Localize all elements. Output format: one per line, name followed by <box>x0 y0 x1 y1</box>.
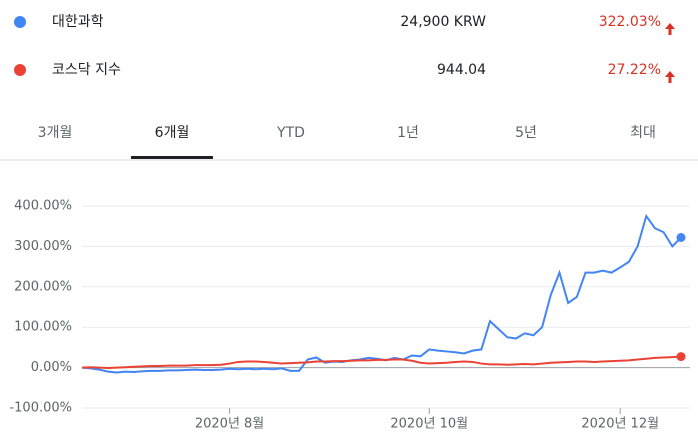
y-tick-label: 100.00% <box>14 320 72 335</box>
tab[interactable]: 3개월 <box>38 125 73 141</box>
series-line <box>81 213 682 374</box>
y-tick-label: -100.00% <box>9 401 72 416</box>
x-tick-label: 2020년 12월 <box>581 417 659 432</box>
y-tick-label: 400.00% <box>14 199 72 214</box>
tab[interactable]: 6개월 <box>155 125 190 141</box>
up-arrow <box>665 71 675 83</box>
y-tick-label: 0.00% <box>31 360 72 375</box>
quote-name: 코스닥 지수 <box>52 62 121 78</box>
tab[interactable]: YTD <box>276 125 305 141</box>
quote-change: 322.03% <box>599 14 661 30</box>
quote-change: 27.22% <box>608 62 661 78</box>
y-tick-label: 300.00% <box>14 239 72 254</box>
series-line <box>81 355 682 370</box>
end-point <box>676 352 686 362</box>
y-tick-label: 200.00% <box>14 279 72 294</box>
x-tick-label: 2020년 10월 <box>390 417 468 432</box>
end-point <box>676 232 686 242</box>
tab[interactable]: 5년 <box>515 125 537 141</box>
legend-dot <box>14 16 26 28</box>
tab-underline <box>131 156 213 159</box>
quote-price: 24,900 KRW <box>400 14 486 30</box>
quote-name: 대한과학 <box>52 14 104 30</box>
legend-dot <box>14 64 26 76</box>
tab[interactable]: 1년 <box>397 125 419 141</box>
x-tick-label: 2020년 8월 <box>195 417 264 432</box>
quote-price: 944.04 <box>437 62 486 78</box>
tab[interactable]: 최대 <box>630 125 656 141</box>
up-arrow <box>665 23 675 35</box>
